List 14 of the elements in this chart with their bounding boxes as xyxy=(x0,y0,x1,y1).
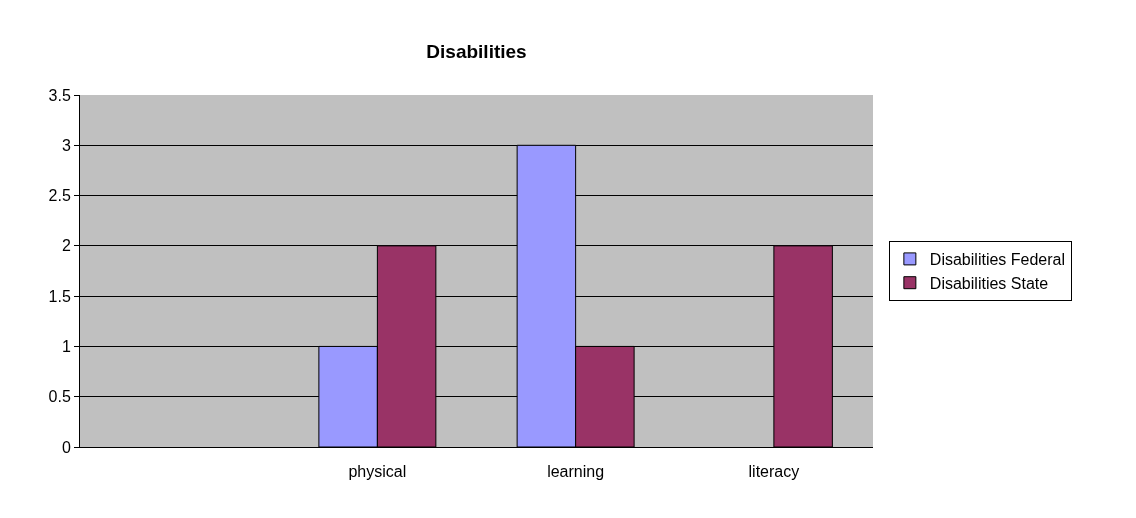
y-tick-label: 3.5 xyxy=(48,86,71,104)
y-tick-label: 0.5 xyxy=(48,388,71,406)
legend-label: Disabilities Federal xyxy=(929,251,1066,269)
x-tick-label: literacy xyxy=(748,463,800,481)
y-tick-label: 2.5 xyxy=(48,187,71,205)
y-tick-label: 1 xyxy=(61,338,71,356)
y-tick-label: 2 xyxy=(61,237,71,255)
y-tick-label: 0 xyxy=(61,438,71,456)
y-tick-label: 1.5 xyxy=(48,287,71,305)
chart-title: Disabilities xyxy=(426,41,527,63)
x-tick-label: physical xyxy=(348,463,407,481)
y-tick-label: 3 xyxy=(61,136,71,154)
x-tick-label: learning xyxy=(547,463,605,481)
legend-label: Disabilities State xyxy=(929,274,1049,292)
